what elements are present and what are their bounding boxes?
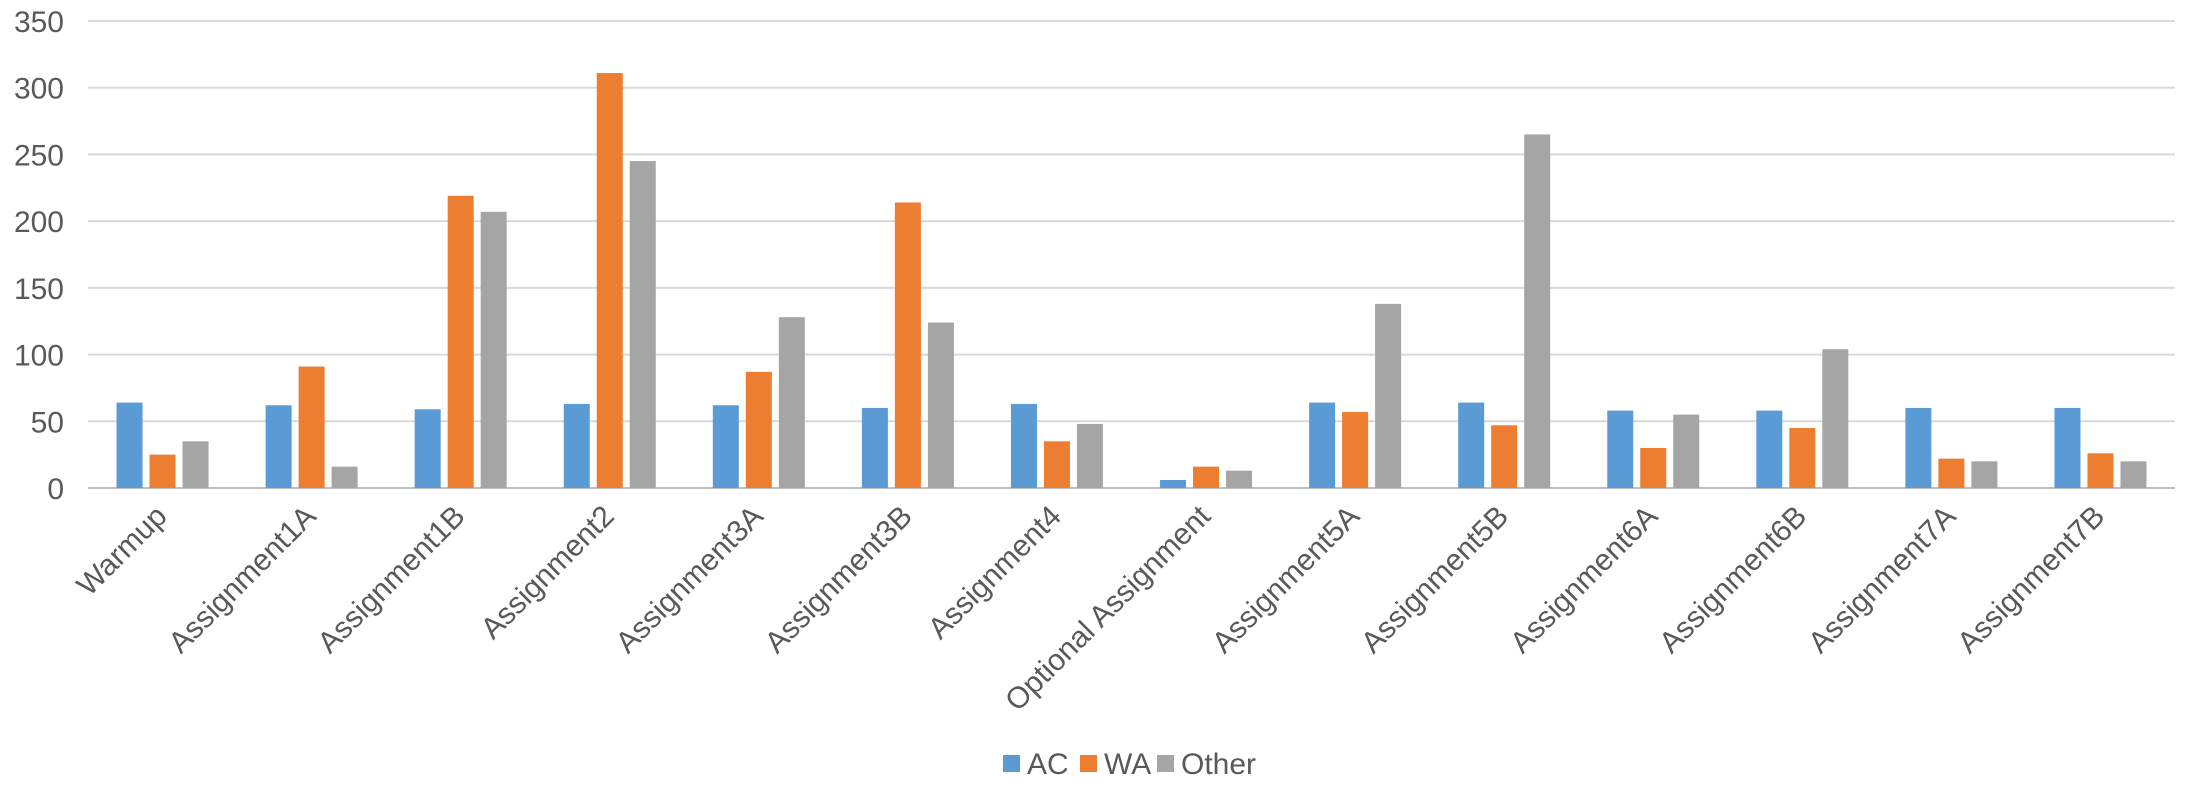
bar-other	[1822, 349, 1849, 488]
legend-item-other: Other	[1157, 748, 1256, 781]
x-category-label: Assignment1B	[312, 500, 472, 660]
bar-ac	[414, 409, 441, 488]
x-category-label: Assignment7A	[1802, 500, 1962, 660]
bar-wa	[1789, 427, 1816, 488]
bar-wa	[1491, 425, 1518, 488]
y-tick-label: 0	[47, 473, 64, 506]
y-tick-label: 150	[14, 273, 64, 306]
bar-wa	[1043, 441, 1070, 488]
bar-ac	[712, 405, 739, 488]
bar-other	[331, 466, 358, 488]
bar-ac	[861, 407, 888, 488]
gridlines	[88, 20, 2175, 489]
x-category-label: Assignment3A	[610, 500, 770, 660]
x-category-label: Assignment3B	[759, 500, 919, 660]
bar-other	[629, 161, 656, 488]
legend-label: WA	[1104, 748, 1151, 781]
bar-wa	[1342, 411, 1369, 488]
bar-other	[927, 322, 954, 488]
bar-wa	[447, 195, 474, 488]
legend-item-ac: AC	[1003, 748, 1069, 781]
bar-ac	[265, 405, 292, 488]
legend-swatch	[1003, 755, 1020, 772]
bar-other	[1375, 303, 1402, 488]
bar-other	[778, 317, 805, 488]
bar-wa	[745, 371, 772, 488]
x-category-label: Assignment6B	[1653, 500, 1813, 660]
x-category-label: Warmup	[71, 500, 174, 603]
bar-wa	[894, 202, 921, 488]
y-tick-label: 250	[14, 139, 64, 172]
bar-ac	[1905, 407, 1932, 488]
bar-other	[1971, 461, 1998, 488]
bar-other	[1524, 134, 1551, 488]
legend: AC WA Other	[1003, 748, 1256, 781]
bar-wa	[298, 366, 325, 488]
bar-wa	[596, 73, 623, 488]
bar-ac	[1607, 410, 1634, 488]
bar-other	[182, 441, 209, 488]
x-category-label: Assignment2	[475, 500, 621, 646]
bar-ac	[116, 402, 143, 488]
bar-ac	[1010, 403, 1037, 488]
bar-ac	[2054, 407, 2081, 488]
x-category-label: Assignment5B	[1355, 500, 1515, 660]
bar-ac	[1309, 402, 1336, 488]
bars	[116, 73, 2147, 488]
bar-ac	[1160, 479, 1187, 488]
bar-wa	[1640, 447, 1667, 488]
legend-swatch	[1157, 755, 1174, 772]
bar-ac	[563, 403, 590, 488]
x-category-label: Assignment5A	[1206, 500, 1366, 660]
y-tick-label: 300	[14, 73, 64, 106]
bar-other	[1673, 414, 1700, 488]
x-category-label: Assignment7B	[1951, 500, 2111, 660]
y-axis-ticks: 0 50 100 150 200 250 300 350	[14, 6, 64, 506]
bar-ac	[1756, 410, 1783, 488]
legend-item-wa: WA	[1080, 748, 1151, 781]
bar-other	[2120, 461, 2147, 488]
bar-other	[1076, 423, 1103, 488]
bar-wa	[1193, 466, 1220, 488]
y-tick-label: 50	[31, 406, 64, 439]
x-category-label: Assignment4	[922, 500, 1068, 646]
y-tick-label: 350	[14, 6, 64, 39]
y-tick-label: 200	[14, 206, 64, 239]
bar-other	[1226, 470, 1253, 488]
x-category-label: Assignment1A	[162, 500, 322, 660]
bar-wa	[2087, 453, 2114, 488]
legend-swatch	[1080, 755, 1097, 772]
bar-wa	[149, 454, 176, 488]
legend-label: Other	[1181, 748, 1256, 781]
legend-label: AC	[1027, 748, 1069, 781]
bar-wa	[1938, 458, 1965, 488]
bar-ac	[1458, 402, 1485, 488]
x-category-label: Assignment6A	[1504, 500, 1664, 660]
bar-other	[480, 211, 507, 488]
y-tick-label: 100	[14, 340, 64, 373]
